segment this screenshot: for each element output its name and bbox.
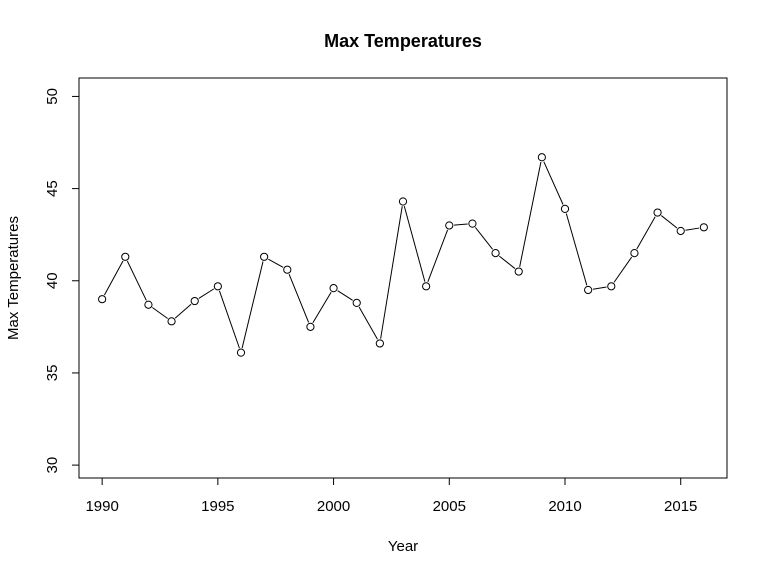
x-tick-label: 2010 [548, 498, 581, 515]
data-point [422, 282, 431, 291]
series-line-segment [454, 223, 468, 226]
data-point [213, 282, 222, 291]
y-tick-label: 30 [44, 457, 61, 474]
series-line-segment [427, 229, 449, 282]
data-point [491, 249, 500, 258]
data-point [398, 197, 408, 206]
data-point [190, 296, 199, 306]
data-point [167, 317, 176, 326]
y-axis: 30 35 40 45 50 [44, 88, 79, 473]
series-line-segment [198, 288, 215, 299]
data-point [699, 223, 708, 232]
y-tick-label: 35 [44, 365, 61, 382]
series-line-segment [685, 227, 700, 231]
y-tick-label: 50 [44, 88, 61, 105]
series-line-segment [519, 161, 542, 267]
series-line-segment [499, 255, 516, 269]
data-point [306, 322, 315, 331]
data-point [560, 204, 570, 213]
data-point [329, 284, 338, 293]
x-tick-label: 2005 [433, 498, 466, 515]
x-tick-label: 2015 [664, 498, 697, 515]
data-point [445, 221, 454, 230]
chart-title: Max Temperatures [324, 31, 482, 51]
data-point [630, 249, 639, 258]
data-point [260, 252, 269, 261]
x-tick-label: 1990 [85, 498, 118, 515]
data-point [607, 282, 616, 291]
data-point [676, 226, 685, 236]
data-point [514, 267, 523, 276]
data-point [468, 219, 477, 228]
series-line-segment [358, 306, 378, 340]
data-point [121, 252, 130, 261]
data-point [375, 339, 384, 348]
series-line-segment [152, 307, 168, 319]
data-point [584, 285, 593, 295]
series-line-segment [312, 292, 332, 323]
series-line-segment [380, 206, 403, 339]
data-point [352, 298, 361, 307]
data-point [537, 153, 546, 162]
data-point [283, 265, 292, 274]
series-line-segment [543, 161, 564, 205]
x-axis-label: Year [388, 538, 418, 555]
series-line-segment [565, 213, 588, 286]
y-tick-label: 45 [44, 180, 61, 197]
data-point [653, 208, 662, 217]
series-line-segment [636, 216, 656, 250]
series-line-segment [218, 290, 240, 349]
plot-frame [78, 77, 728, 479]
series-line-segment [337, 290, 353, 301]
series-line-segment [241, 261, 264, 349]
data-point [236, 348, 246, 357]
series-line-segment [474, 227, 494, 250]
series-line-segment [268, 258, 284, 268]
series-line-segment [126, 260, 147, 301]
series-line-segment [661, 215, 678, 229]
series-line-segment [403, 206, 426, 282]
series-layer [98, 153, 708, 357]
x-tick-label: 1995 [201, 498, 234, 515]
data-point [144, 300, 153, 309]
series-line-segment [613, 256, 633, 283]
x-tick-label: 2000 [317, 498, 350, 515]
series-line-segment [104, 260, 124, 296]
y-axis-label: Max Temperatures [5, 216, 22, 340]
data-point [98, 295, 107, 304]
series-line-segment [288, 273, 310, 323]
y-tick-label: 40 [44, 272, 61, 289]
x-axis: 1990 1995 2000 2005 2010 2015 [85, 478, 697, 515]
series-line-segment [592, 286, 607, 290]
series-line-segment [174, 303, 192, 319]
